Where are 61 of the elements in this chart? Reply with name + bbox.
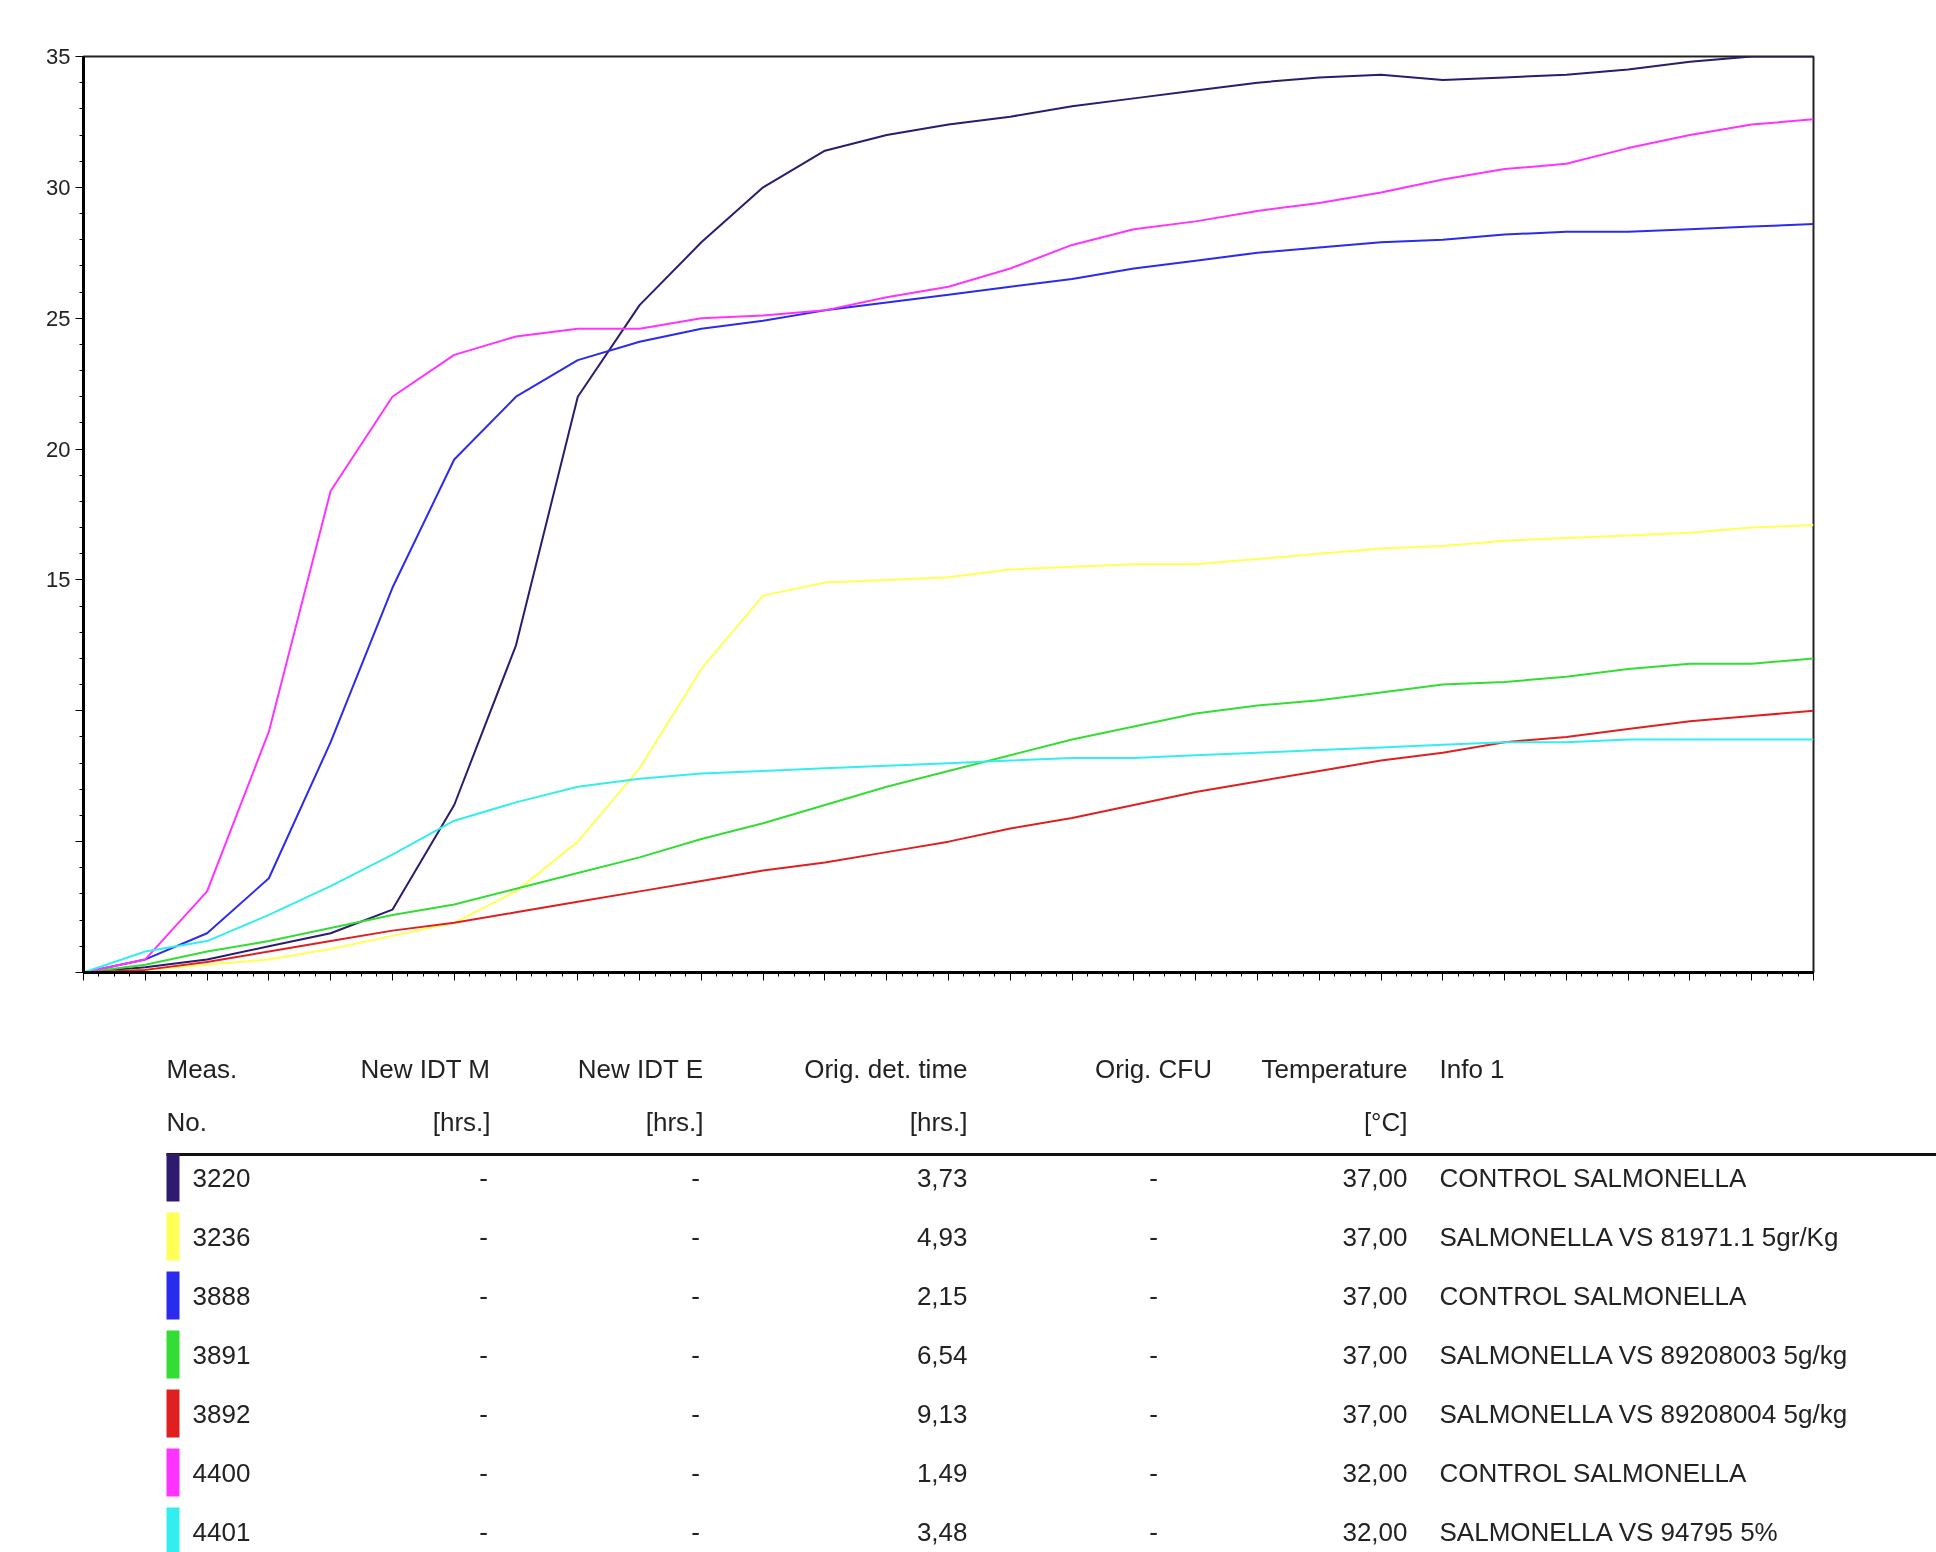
text: 37,00 [1342,1398,1408,1429]
legend-label: 3236 [192,1221,251,1252]
text: - [479,1398,488,1429]
text: CONTROL SALMONELLA [1439,1162,1747,1193]
text: CONTROL SALMONELLA [1439,1457,1747,1488]
text: 4,93 [916,1221,968,1252]
text: - [479,1221,488,1252]
text: 1,49 [916,1457,968,1488]
text: Orig. det. time [hrs.] [804,1053,968,1137]
text: - [1149,1398,1158,1429]
legend-label: 3888 [192,1280,251,1311]
text: - [691,1516,700,1547]
legend-label: 3220 [192,1162,251,1193]
text: - [691,1457,700,1488]
legend-label: 3892 [192,1398,251,1429]
text: New IDT M [hrs.] [360,1053,491,1137]
y-tick-label: 20 [46,436,71,462]
text: - [479,1280,488,1311]
text: SALMONELLA VS 81971.1 5gr/Kg [1439,1221,1839,1252]
text: - [691,1162,700,1193]
text: 37,00 [1342,1280,1408,1311]
text: - [1149,1516,1158,1547]
y-tick-label: 25 [46,305,71,331]
text: 3,48 [916,1516,968,1547]
text: - [1149,1457,1158,1488]
text: 6,54 [916,1339,968,1370]
text: Info 1 [1439,1053,1505,1084]
text: 37,00 [1342,1221,1408,1252]
y-tick-label: 15 [46,567,71,593]
text: 2,15 [916,1280,968,1311]
text: 32,00 [1342,1516,1408,1547]
text: - [479,1516,488,1547]
text: New IDT E [hrs.] [577,1053,704,1137]
text: - [691,1280,700,1311]
text: SALMONELLA VS 89208004 5g/kg [1439,1398,1848,1429]
text: 3,73 [916,1162,968,1193]
y-tick-label: 30 [46,174,71,200]
text: Orig. CFU [1095,1053,1212,1084]
text: - [691,1221,700,1252]
text: - [1149,1339,1158,1370]
text: CONTROL SALMONELLA [1439,1280,1747,1311]
text: - [691,1339,700,1370]
text: - [479,1457,488,1488]
text: - [479,1162,488,1193]
text: 32,00 [1342,1457,1408,1488]
text: 37,00 [1342,1339,1408,1370]
text: - [691,1398,700,1429]
text: - [1149,1280,1158,1311]
text: - [479,1339,488,1370]
y-tick-label: 35 [46,44,71,69]
text: Meas. No. [166,1053,238,1137]
text: 9,13 [916,1398,968,1429]
text: SALMONELLA VS 94795 5% [1439,1516,1778,1547]
text: 37,00 [1342,1162,1408,1193]
text: SALMONELLA VS 89208003 5g/kg [1439,1339,1848,1370]
legend-label: 4401 [192,1516,251,1547]
legend-label: 4400 [192,1457,251,1488]
legend-label: 3891 [192,1339,251,1370]
text: Temperature [°C] [1261,1053,1408,1137]
text: - [1149,1162,1158,1193]
text: - [1149,1221,1158,1252]
